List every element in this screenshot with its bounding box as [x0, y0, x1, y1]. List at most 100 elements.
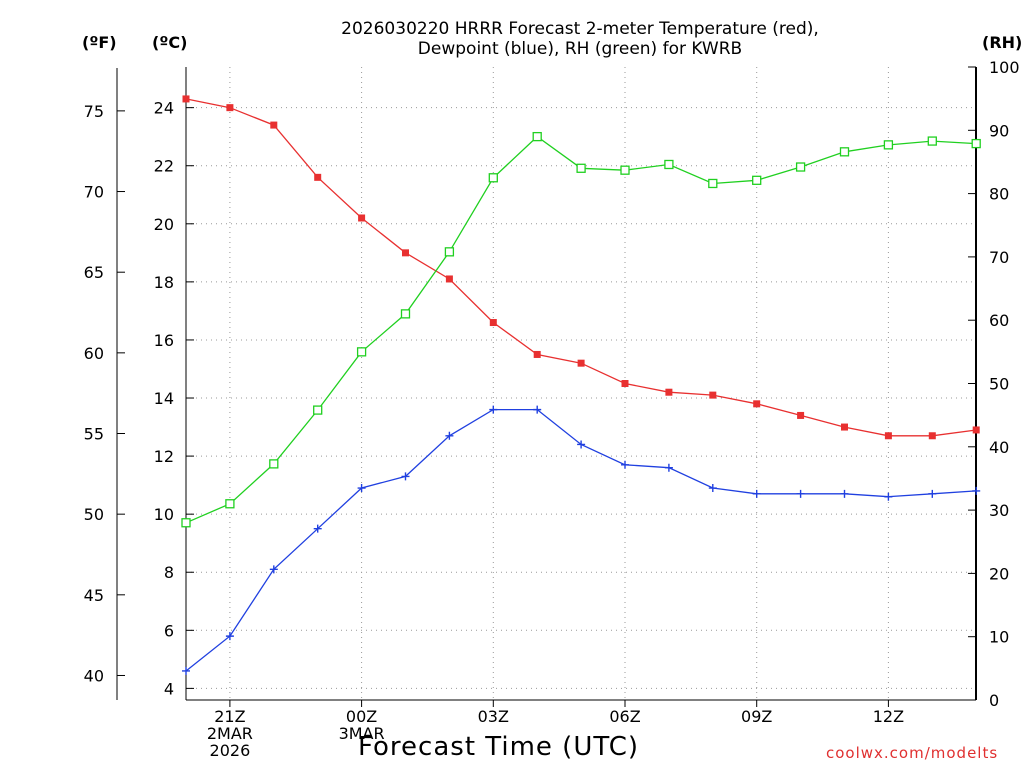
dewpoint-point [840, 489, 849, 498]
celsius-tick-label: 20 [154, 215, 174, 234]
temperature-point [533, 350, 541, 358]
temperature-point [709, 391, 717, 399]
rh-tick-label: 40 [989, 438, 1009, 457]
celsius-tick-label: 16 [154, 331, 174, 350]
x-tick-label: 00Z [346, 707, 377, 726]
fahrenheit-unit-label: (ºF) [82, 33, 117, 52]
x-tick-label: 03Z [478, 707, 509, 726]
dewpoint-point [182, 666, 190, 675]
fahrenheit-tick-label: 60 [84, 344, 104, 363]
rh-point [795, 162, 806, 172]
series-line-rh [185, 135, 977, 524]
dewpoint-point [489, 405, 498, 414]
celsius-tick-label: 18 [154, 273, 174, 292]
rh-tick-label: 80 [989, 185, 1009, 204]
temperature-point [270, 121, 278, 129]
dewpoint-point [533, 405, 542, 414]
temperature-point [665, 388, 673, 396]
rh-unit-label: (RH) [982, 33, 1023, 52]
rh-tick-label: 60 [989, 311, 1009, 330]
fahrenheit-tick-label: 50 [84, 505, 104, 524]
rh-point [664, 159, 674, 170]
celsius-tick-label: 4 [164, 679, 174, 698]
rh-tick-label: 20 [989, 564, 1009, 583]
dewpoint-point [708, 484, 717, 493]
celsius-unit-label: (ºC) [152, 33, 188, 52]
dewpoint-point [796, 489, 805, 498]
rh-tick-label: 0 [989, 691, 999, 710]
chart-title-line-1: 2026030220 HRRR Forecast 2-meter Tempera… [341, 19, 819, 39]
x-tick-label: 2MAR [207, 724, 253, 743]
dewpoint-point [269, 565, 278, 574]
celsius-tick-label: 12 [154, 447, 174, 466]
fahrenheit-tick-label: 45 [84, 586, 104, 605]
rh-tick-label: 50 [989, 375, 1009, 394]
temperature-point [928, 432, 936, 440]
x-tick-label: 12Z [873, 707, 904, 726]
temperature-point [314, 173, 322, 181]
x-tick-label: 2026 [210, 741, 251, 760]
rh-point [708, 178, 718, 189]
celsius-tick-label: 8 [164, 563, 174, 582]
temperature-point [402, 249, 409, 257]
chart-title-line-2: Dewpoint (blue), RH (green) for KWRB [417, 39, 743, 59]
x-axis-label: Forecast Time (UTC) [358, 732, 640, 762]
dewpoint-point [928, 489, 937, 498]
temperature-point [577, 359, 585, 367]
celsius-tick-label: 22 [154, 157, 174, 176]
rh-point [313, 405, 323, 415]
fahrenheit-tick-label: 75 [84, 102, 104, 121]
rh-point [620, 165, 630, 175]
rh-point [927, 136, 937, 146]
temperature-point [445, 275, 453, 283]
rh-tick-label: 30 [989, 501, 1009, 520]
rh-point [225, 499, 235, 509]
temperature-point [972, 426, 980, 434]
fahrenheit-tick-label: 65 [84, 263, 104, 282]
temperature-point [182, 95, 190, 103]
dewpoint-point [621, 460, 629, 469]
dewpoint-point [445, 431, 454, 440]
dewpoint-point [225, 632, 234, 641]
temperature-point [226, 104, 234, 112]
dewpoint-point [577, 440, 586, 449]
rh-point [532, 131, 542, 142]
dewpoint-point [664, 463, 673, 472]
temperature-point [358, 214, 366, 222]
fahrenheit-tick-label: 55 [84, 425, 104, 444]
rh-point [488, 173, 498, 183]
rh-point [269, 459, 279, 469]
celsius-tick-label: 6 [164, 621, 174, 640]
temperature-point [621, 380, 629, 387]
rh-point [356, 347, 367, 357]
celsius-tick-label: 14 [154, 389, 174, 408]
rh-point [444, 247, 455, 257]
rh-point [181, 518, 191, 528]
dewpoint-point [401, 472, 410, 481]
rh-tick-label: 100 [989, 58, 1020, 77]
dewpoint-point [357, 484, 366, 493]
fahrenheit-tick-label: 40 [84, 666, 104, 685]
credit-text: coolwx.com/modelts [826, 744, 999, 762]
dewpoint-point [313, 524, 322, 533]
rh-tick-label: 10 [989, 628, 1009, 647]
dewpoint-point [884, 492, 893, 501]
x-tick-label: 09Z [741, 707, 772, 726]
rh-tick-label: 90 [989, 121, 1009, 140]
rh-point [576, 163, 586, 173]
dewpoint-point [752, 489, 761, 498]
rh-point [400, 309, 411, 319]
rh-point [883, 140, 894, 150]
temperature-point [489, 319, 497, 327]
rh-point [752, 175, 762, 185]
x-tick-label: 21Z [214, 707, 245, 726]
temperature-point [753, 400, 761, 408]
series-line-dewpoint [185, 408, 977, 672]
celsius-tick-label: 10 [154, 505, 174, 524]
temperature-point [841, 423, 848, 431]
rh-tick-label: 70 [989, 248, 1009, 267]
fahrenheit-tick-label: 70 [84, 183, 104, 202]
temperature-point [797, 411, 805, 419]
rh-point [839, 147, 850, 157]
